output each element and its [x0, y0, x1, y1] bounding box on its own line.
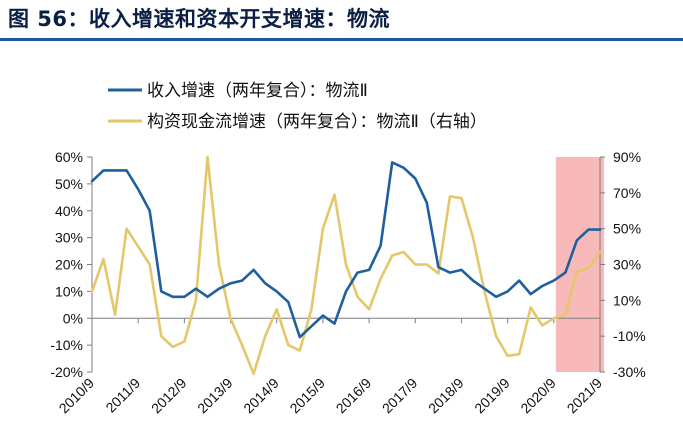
legend-label-revenue: 收入增速（两年复合）：物流Ⅱ	[147, 81, 368, 101]
x-tick-label: 2018/9	[425, 375, 467, 417]
x-tick-label: 2019/9	[471, 375, 513, 417]
legend-label-capex: 构资现金流增速（两年复合）：物流Ⅱ（右轴）	[147, 112, 487, 132]
x-tick-label: 2013/9	[194, 375, 236, 417]
right-tick-label: 70%	[613, 185, 641, 201]
series-line-revenue	[90, 161, 602, 339]
left-tick-label: 30%	[55, 230, 83, 246]
x-tick-label: 2021/9	[564, 375, 606, 417]
left-tick-label: -10%	[50, 337, 83, 353]
x-tick-label: 2012/9	[148, 375, 190, 417]
left-tick-label: -20%	[50, 364, 83, 380]
left-tick-label: 60%	[55, 149, 83, 165]
left-tick-label: 50%	[55, 176, 83, 192]
right-tick-label: 50%	[613, 221, 641, 237]
x-tick-label: 2014/9	[240, 375, 282, 417]
page-title: 图 56：收入增速和资本开支增速：物流	[8, 7, 391, 31]
x-tick-label: 2015/9	[286, 375, 328, 417]
x-tick-label: 2020/9	[517, 375, 559, 417]
highlight-band	[555, 157, 604, 372]
left-tick-label: 0%	[63, 310, 83, 326]
left-tick-label: 40%	[55, 203, 83, 219]
right-tick-label: 30%	[613, 257, 641, 273]
x-tick-label: 2016/9	[333, 375, 375, 417]
x-tick-label: 2010/9	[56, 375, 98, 417]
right-tick-label: -30%	[613, 364, 646, 380]
right-tick-label: -10%	[613, 328, 646, 344]
right-tick-label: 90%	[613, 149, 641, 165]
x-tick-label: 2017/9	[379, 375, 421, 417]
series-line-capex	[90, 155, 602, 376]
left-tick-label: 10%	[55, 283, 83, 299]
left-tick-label: 20%	[55, 257, 83, 273]
x-tick-label: 2011/9	[102, 375, 143, 416]
right-tick-label: 10%	[613, 292, 641, 308]
title-divider	[0, 38, 683, 41]
